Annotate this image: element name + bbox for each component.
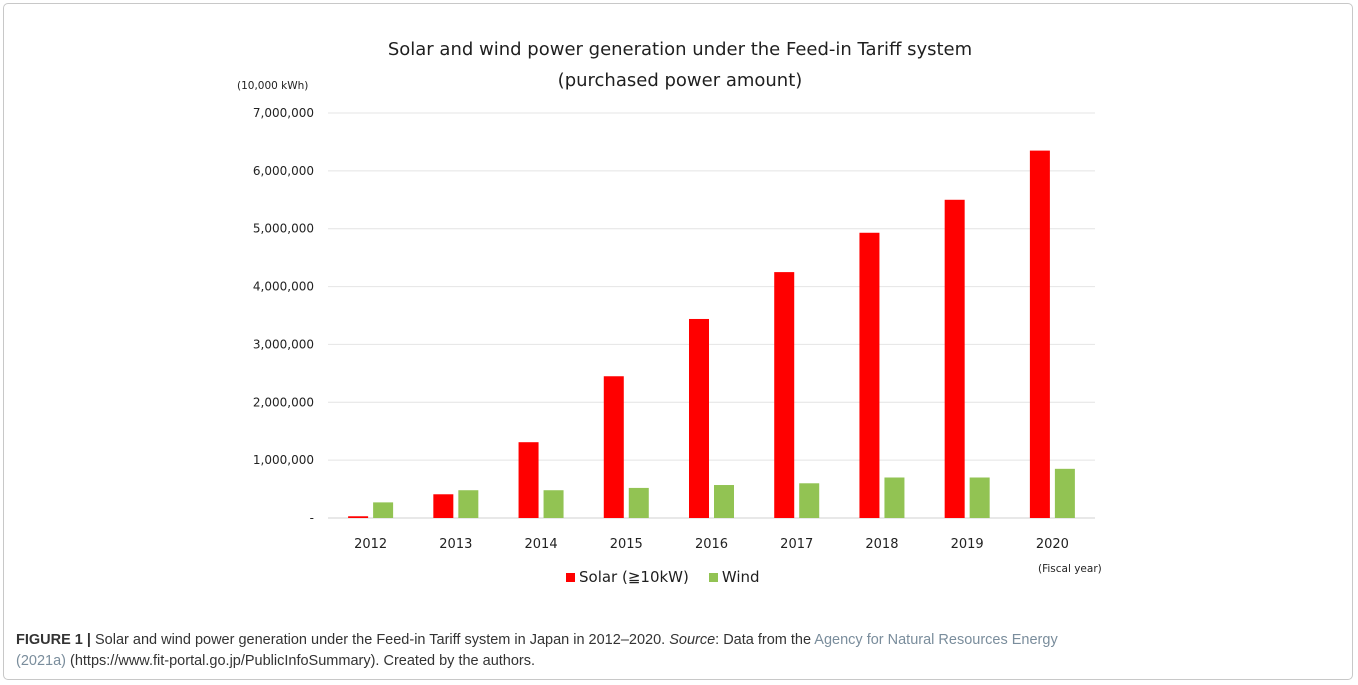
- caption-source-word: Source: [669, 632, 716, 648]
- x-tick-label: 2016: [695, 537, 728, 552]
- caption-label: FIGURE 1 |: [16, 632, 91, 648]
- bar-solar: [433, 494, 454, 518]
- y-tick-label: 2,000,000: [253, 395, 314, 409]
- x-tick-label: 2018: [865, 537, 898, 552]
- y-tick-label: 6,000,000: [253, 164, 314, 178]
- caption-source-year-link[interactable]: (2021a): [16, 653, 66, 669]
- x-tick-label: 2019: [951, 537, 984, 552]
- bar-wind: [1054, 468, 1075, 518]
- figure-frame: [3, 3, 1353, 680]
- x-axis-label: (Fiscal year): [1038, 563, 1102, 575]
- caption-text-3: (https://www.fit-portal.go.jp/PublicInfo…: [65, 653, 536, 669]
- bar-wind: [628, 487, 649, 518]
- bar-wind: [373, 502, 394, 518]
- legend-item-solar: Solar (≧10kW): [566, 568, 689, 586]
- x-tick-label: 2014: [525, 537, 558, 552]
- y-tick-label: 7,000,000: [253, 106, 314, 120]
- bar-solar: [518, 442, 539, 518]
- bar-wind: [799, 483, 820, 518]
- legend-label-wind: Wind: [721, 568, 760, 586]
- legend-label-solar: Solar (≧10kW): [579, 568, 689, 586]
- bar-wind: [543, 490, 564, 518]
- bar-solar: [774, 272, 795, 518]
- bar-solar: [944, 199, 965, 519]
- bar-wind: [714, 485, 734, 518]
- bar-wind: [884, 477, 905, 518]
- y-tick-label: 5,000,000: [253, 222, 314, 236]
- bar-solar: [1029, 150, 1050, 518]
- bar-solar: [859, 232, 880, 518]
- legend-swatch-wind: [708, 572, 718, 582]
- x-tick-label: 2015: [610, 537, 643, 552]
- legend: Solar (≧10kW) Wind: [566, 568, 780, 586]
- y-tick-label: 1,000,000: [253, 453, 314, 467]
- y-axis-unit-label: (10,000 kWh): [237, 80, 309, 92]
- figure-caption: FIGURE 1 | Solar and wind power generati…: [16, 630, 1342, 672]
- caption-text-2: : Data from the: [715, 632, 815, 648]
- bar-wind: [969, 477, 990, 518]
- legend-swatch-solar: [566, 572, 575, 582]
- y-tick-label: 4,000,000: [253, 280, 314, 294]
- chart-subtitle: (purchased power amount): [557, 70, 803, 91]
- caption-text-1: Solar and wind power generation under th…: [90, 632, 670, 648]
- chart-title: Solar and wind power generation under th…: [387, 39, 973, 60]
- x-tick-label: 2017: [780, 537, 813, 552]
- x-tick-label: 2013: [439, 537, 472, 552]
- bar-wind: [458, 490, 479, 518]
- x-tick-label: 2012: [354, 537, 387, 552]
- x-tick-label: 2020: [1036, 537, 1069, 552]
- caption-source-link[interactable]: Agency for Natural Resources Energy: [814, 632, 1058, 648]
- legend-item-wind: Wind: [708, 568, 760, 586]
- y-tick-label: 3,000,000: [253, 337, 314, 351]
- y-tick-label: -: [310, 511, 314, 525]
- bar-solar: [603, 376, 624, 518]
- bar-solar: [689, 318, 709, 518]
- bar-solar: [348, 516, 369, 518]
